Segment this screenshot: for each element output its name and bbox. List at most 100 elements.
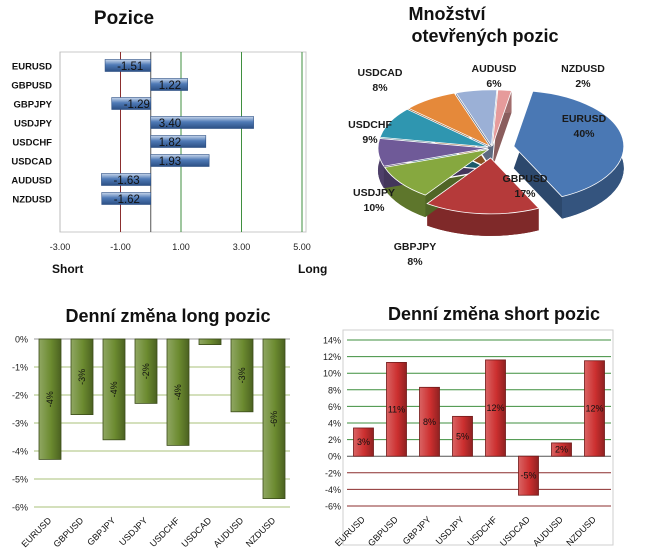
category-label: USDJPY	[14, 119, 53, 130]
bar-gbpusd	[70, 338, 94, 415]
y-tick-label: 0%	[15, 335, 28, 345]
y-tick-label: -2%	[12, 391, 28, 401]
bar-value-label: -5%	[520, 471, 536, 481]
category-label: USDCAD	[179, 515, 213, 549]
short-change-chart: Denní změna short pozic 3% 11% 8% 5% 12% -5% 2…	[323, 304, 614, 548]
bar-value-label: -1.63	[113, 175, 139, 187]
pie-slice-label: AUDUSD	[472, 63, 517, 75]
bar-value-label: -1.51	[117, 61, 143, 73]
y-tick-label: 2%	[328, 435, 341, 445]
bar-value-label: 2%	[555, 445, 568, 455]
bar-value-label: -4%	[173, 384, 183, 400]
pie-slice-label: GBPUSD	[503, 173, 548, 185]
y-tick-label: -3%	[12, 419, 28, 429]
pie-slice-usdcad	[407, 92, 491, 148]
pie-slice-audusd	[455, 89, 498, 147]
x-tick-label: 1.00	[172, 242, 190, 252]
position-bar	[150, 154, 210, 167]
bar-value-label: -4%	[109, 381, 119, 397]
position-bar	[150, 78, 188, 91]
category-label: NZDUSD	[12, 195, 52, 206]
bar-value-label: 8%	[423, 417, 436, 427]
pie-slice-label: GBPJPY	[394, 241, 437, 253]
y-tick-label: -4%	[12, 447, 28, 457]
category-label: AUDUSD	[11, 176, 52, 187]
y-tick-label: 8%	[328, 385, 341, 395]
bar-value-label: 5%	[456, 431, 469, 441]
bar-audusd	[551, 442, 572, 457]
y-tick-label: -2%	[325, 468, 341, 478]
x-tick-label: 5.00	[293, 242, 311, 252]
bar-value-label: -3%	[77, 369, 87, 385]
category-label: GBPUSD	[51, 515, 85, 549]
bar-gbpjpy	[102, 338, 126, 441]
pie-slice-edge	[427, 203, 539, 236]
bar-nzdusd	[262, 338, 286, 500]
category-label: NZDUSD	[244, 515, 278, 549]
bar-value-label: 1.22	[159, 80, 181, 92]
bar-value-label: -4%	[45, 391, 55, 407]
category-label: EURUSD	[12, 62, 52, 73]
pie-slice-label: EURUSD	[562, 113, 607, 125]
position-bar	[111, 97, 152, 110]
category-label: GBPJPY	[13, 100, 52, 111]
pie-title-line-1: Množství	[408, 4, 486, 24]
position-bar	[150, 116, 254, 129]
pie-slice-usdjpy	[383, 148, 490, 196]
bar-audusd	[230, 338, 254, 413]
long-annotation: Long	[298, 262, 327, 276]
position-bar	[104, 59, 152, 72]
bar-usdjpy	[134, 338, 158, 404]
y-tick-label: 14%	[323, 336, 341, 346]
x-tick-label: 3.00	[233, 242, 251, 252]
y-tick-label: 6%	[328, 402, 341, 412]
pie-slice-nzdusd	[492, 89, 513, 146]
bar-value-label: -3%	[237, 367, 247, 383]
bar-usdchf	[485, 359, 506, 457]
pie-slice-label: USDCHF	[348, 119, 392, 131]
pie-slice-percent: 8%	[407, 256, 423, 268]
y-tick-label: -1%	[12, 363, 28, 373]
bar-value-label: 11%	[388, 404, 405, 414]
category-label: USDCAD	[11, 157, 52, 168]
positions-chart: Pozice -1.51 1.22 -1.29 3.40 1.82 1.93 -1.63 -1…	[11, 8, 327, 276]
pie-slice-label: USDCAD	[358, 67, 403, 79]
bar-gbpusd	[386, 362, 407, 457]
pie-slice-percent: 6%	[486, 78, 502, 90]
y-tick-label: -4%	[325, 485, 341, 495]
pie-slice-percent: 10%	[363, 202, 385, 214]
bar-value-label: 1.82	[159, 137, 181, 149]
y-tick-label: 10%	[323, 369, 341, 379]
bar-eurusd	[353, 427, 374, 457]
bar-usdcad	[198, 338, 222, 345]
category-label: GBPUSD	[11, 81, 52, 92]
open-positions-pie-chart: Množství otevřených pozic EURUSD 40% GBPUS…	[348, 4, 625, 268]
bar-usdchf	[166, 338, 190, 446]
y-tick-label: -6%	[12, 503, 28, 513]
x-tick-label: -1.00	[110, 242, 131, 252]
long-change-chart: Denní změna long pozic -4% -3% -4% -2% -4% -3…	[12, 306, 290, 549]
y-tick-label: -5%	[12, 475, 28, 485]
bar-usdjpy	[452, 415, 473, 457]
bar-eurusd	[38, 338, 62, 460]
pie-slice-label: NZDUSD	[561, 63, 605, 75]
bar-gbpjpy	[419, 386, 440, 457]
bar-value-label: -2%	[141, 363, 151, 379]
pie-slice-percent: 17%	[514, 188, 536, 200]
bar-value-label: -6%	[269, 411, 279, 427]
pie-slice-percent: 40%	[573, 128, 595, 140]
pie-slice-gbpjpy	[377, 138, 489, 167]
long-change-title: Denní změna long pozic	[65, 306, 270, 326]
x-tick-label: -3.00	[50, 242, 71, 252]
category-label: GBPJPY	[85, 515, 117, 547]
short-change-title: Denní změna short pozic	[388, 304, 600, 324]
y-tick-label: 4%	[328, 419, 341, 429]
bar-value-label: 12%	[585, 403, 603, 413]
pie-slice-percent: 2%	[575, 78, 591, 90]
position-bar	[101, 192, 152, 205]
bar-value-label: 3.40	[159, 118, 181, 130]
bar-value-label: 3%	[357, 437, 370, 447]
pie-slice-percent: 8%	[372, 82, 388, 94]
category-label: EURUSD	[19, 515, 53, 549]
y-tick-label: -6%	[325, 502, 341, 512]
